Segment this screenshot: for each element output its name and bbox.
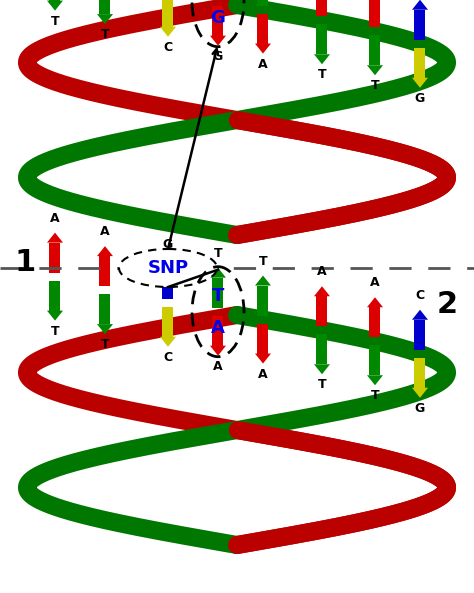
Polygon shape	[314, 364, 330, 374]
Polygon shape	[160, 27, 176, 37]
Text: G: G	[415, 401, 425, 415]
Text: G: G	[213, 50, 223, 63]
Polygon shape	[412, 0, 428, 9]
Text: SNP: SNP	[147, 259, 189, 277]
Polygon shape	[367, 297, 383, 307]
Bar	[414, 320, 426, 350]
Text: A: A	[100, 225, 110, 238]
Bar	[212, 315, 224, 346]
Text: C: C	[415, 289, 425, 302]
Bar	[100, 256, 110, 286]
Text: 2: 2	[437, 290, 458, 319]
Polygon shape	[210, 36, 226, 46]
Text: C: C	[164, 350, 173, 364]
Polygon shape	[97, 246, 113, 256]
Bar	[317, 24, 328, 54]
Text: G: G	[210, 9, 226, 27]
Bar	[212, 6, 224, 36]
Text: T: T	[51, 15, 59, 28]
Text: T: T	[371, 79, 379, 93]
Polygon shape	[367, 375, 383, 385]
Text: C: C	[164, 41, 173, 54]
Text: T: T	[318, 378, 326, 391]
Text: T: T	[100, 28, 109, 41]
Polygon shape	[160, 337, 176, 347]
Polygon shape	[97, 324, 113, 334]
Polygon shape	[255, 43, 271, 53]
Polygon shape	[255, 276, 271, 286]
Bar	[49, 0, 61, 1]
Polygon shape	[47, 1, 63, 11]
Polygon shape	[314, 286, 330, 296]
Ellipse shape	[119, 249, 217, 287]
Polygon shape	[314, 54, 330, 64]
Text: T: T	[51, 324, 59, 337]
Bar	[163, 269, 173, 299]
Text: A: A	[213, 360, 223, 372]
Bar	[317, 0, 328, 16]
Bar	[370, 35, 381, 65]
Bar	[414, 47, 426, 78]
Text: T: T	[318, 68, 326, 81]
Polygon shape	[47, 232, 63, 243]
Polygon shape	[412, 388, 428, 398]
Polygon shape	[255, 353, 271, 364]
Text: A: A	[370, 276, 380, 289]
Text: A: A	[317, 265, 327, 278]
Bar	[257, 14, 268, 43]
Text: T: T	[371, 389, 379, 402]
Polygon shape	[210, 346, 226, 356]
Polygon shape	[160, 259, 176, 269]
Text: A: A	[211, 318, 225, 337]
Bar	[100, 0, 110, 14]
Bar	[163, 0, 173, 27]
Bar	[212, 278, 224, 308]
Bar	[414, 358, 426, 388]
Polygon shape	[367, 65, 383, 75]
Bar	[414, 9, 426, 40]
Text: A: A	[258, 58, 268, 71]
Text: A: A	[258, 368, 268, 381]
Bar	[257, 286, 268, 315]
Text: T: T	[214, 247, 222, 260]
Polygon shape	[97, 14, 113, 24]
Text: A: A	[50, 212, 60, 225]
Bar	[370, 0, 381, 27]
Polygon shape	[412, 78, 428, 88]
Polygon shape	[47, 311, 63, 321]
Bar	[100, 294, 110, 324]
Bar	[163, 307, 173, 337]
Text: T: T	[259, 254, 267, 267]
Text: 1: 1	[14, 248, 35, 277]
Bar	[49, 280, 61, 311]
Text: G: G	[415, 92, 425, 105]
Text: T: T	[212, 286, 224, 305]
Bar	[257, 0, 268, 5]
Bar	[317, 334, 328, 364]
Text: G: G	[163, 238, 173, 251]
Bar	[370, 345, 381, 375]
Bar	[257, 324, 268, 353]
Text: T: T	[100, 338, 109, 351]
Bar	[317, 296, 328, 326]
Polygon shape	[412, 310, 428, 320]
Polygon shape	[210, 267, 226, 278]
Bar	[49, 243, 61, 273]
Bar	[370, 307, 381, 337]
